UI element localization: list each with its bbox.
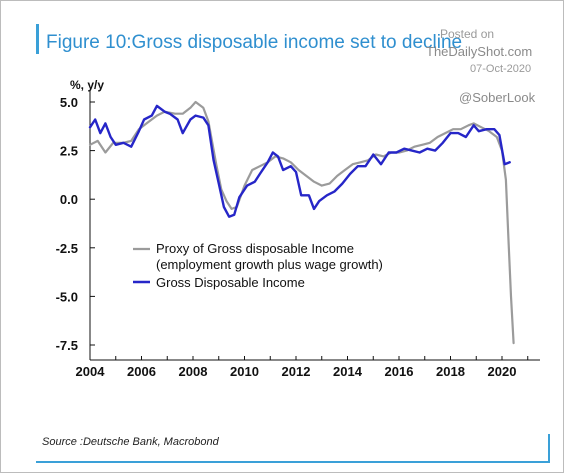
watermark-handle: @SoberLook xyxy=(459,90,536,105)
legend: Proxy of Gross disposable Income(employm… xyxy=(133,241,383,290)
y-tick-label: 0.0 xyxy=(60,192,78,207)
x-tick-label: 2010 xyxy=(230,364,259,379)
x-tick-label: 2014 xyxy=(333,364,363,379)
x-tick-label: 2020 xyxy=(488,364,517,379)
legend-label-gross-income: Gross Disposable Income xyxy=(156,275,305,290)
x-tick-label: 2004 xyxy=(76,364,106,379)
source-note: Source :Deutsche Bank, Macrobond xyxy=(42,436,219,448)
x-tick-label: 2006 xyxy=(127,364,156,379)
y-axis-unit-label: %, y/y xyxy=(70,78,104,92)
title-accent-bar xyxy=(36,24,39,54)
y-tick-label: -5.0 xyxy=(56,289,78,304)
series-line-gross-disposable-income xyxy=(88,104,511,218)
y-tick-label: -2.5 xyxy=(56,241,78,256)
y-tick-label: 2.5 xyxy=(60,144,78,159)
series-line-proxy-income xyxy=(88,100,515,345)
chart-title: Figure 10:Gross disposable income set to… xyxy=(46,32,463,53)
axes: %, y/y 5.0 2.5 0.0 -2.5 -5.0 -7.5 2004 2006 2008 2… xyxy=(56,78,540,379)
legend-label-proxy-detail: (employment growth plus wage growth) xyxy=(156,257,383,272)
series-layer xyxy=(88,100,515,345)
x-tick-label: 2016 xyxy=(385,364,414,379)
corner-accent-vertical xyxy=(548,434,550,462)
watermark-posted: Posted on xyxy=(440,27,495,41)
x-tick-label: 2018 xyxy=(436,364,465,379)
x-tick-label: 2008 xyxy=(179,364,208,379)
y-tick-label: -7.5 xyxy=(56,338,78,353)
watermark-date: 07-Oct-2020 xyxy=(470,63,532,75)
y-tick-label: 5.0 xyxy=(60,95,78,110)
corner-accent-horizontal xyxy=(36,461,550,463)
x-tick-label: 2012 xyxy=(282,364,311,379)
watermark-site: TheDailyShot.com xyxy=(426,44,533,59)
legend-label-proxy: Proxy of Gross disposable Income xyxy=(156,241,354,256)
